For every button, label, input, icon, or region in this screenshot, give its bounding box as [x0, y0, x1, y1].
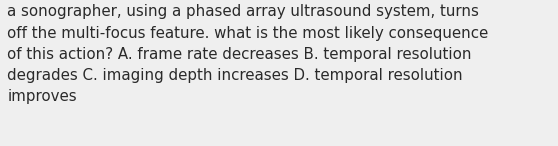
Text: a sonographer, using a phased array ultrasound system, turns
off the multi-focus: a sonographer, using a phased array ultr…: [7, 4, 488, 104]
